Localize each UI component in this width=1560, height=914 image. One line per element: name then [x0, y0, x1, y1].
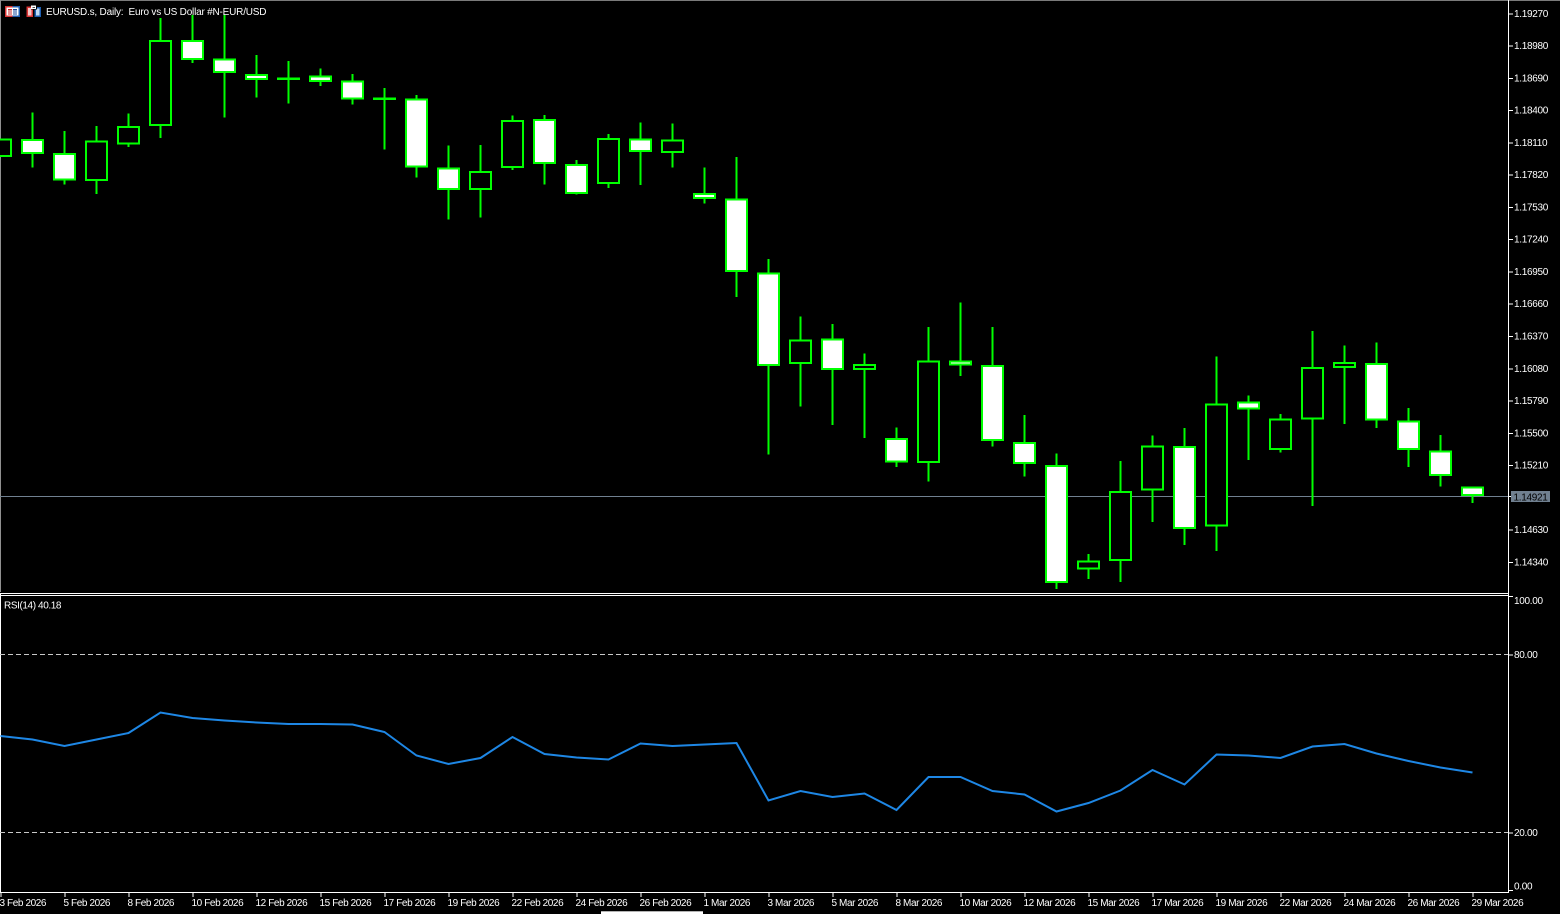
svg-text:1.19270: 1.19270 — [1514, 9, 1549, 20]
svg-text:29 Mar 2026: 29 Mar 2026 — [1472, 898, 1525, 909]
svg-text:1.16660: 1.16660 — [1514, 299, 1549, 310]
svg-text:100.00: 100.00 — [1514, 596, 1544, 607]
svg-text:1.14921: 1.14921 — [1514, 493, 1549, 504]
svg-text:EURUSD.s, Daily: Euro vs US D: EURUSD.s, Daily: Euro vs US Dollar #N-EU… — [46, 7, 266, 18]
svg-text:5 Feb 2026: 5 Feb 2026 — [64, 898, 111, 909]
svg-text:19 Mar 2026: 19 Mar 2026 — [1216, 898, 1269, 909]
svg-text:24 Feb 2026: 24 Feb 2026 — [576, 898, 629, 909]
svg-text:17 Feb 2026: 17 Feb 2026 — [384, 898, 437, 909]
svg-text:8 Feb 2026: 8 Feb 2026 — [128, 898, 175, 909]
svg-text:1.16950: 1.16950 — [1514, 267, 1549, 278]
svg-text:26 Mar 2026: 26 Mar 2026 — [1408, 898, 1461, 909]
svg-text:0.00: 0.00 — [1514, 882, 1533, 893]
svg-text:1.16080: 1.16080 — [1514, 364, 1549, 375]
svg-text:12 Feb 2026: 12 Feb 2026 — [256, 898, 309, 909]
svg-text:1.15500: 1.15500 — [1514, 428, 1549, 439]
svg-text:1.17240: 1.17240 — [1514, 235, 1549, 246]
svg-text:1.18110: 1.18110 — [1514, 138, 1548, 149]
svg-text:80.00: 80.00 — [1514, 650, 1538, 661]
svg-text:1.15790: 1.15790 — [1514, 396, 1549, 407]
svg-text:3 Feb 2026: 3 Feb 2026 — [0, 898, 47, 909]
svg-text:12 Mar 2026: 12 Mar 2026 — [1024, 898, 1077, 909]
svg-text:24 Mar 2026: 24 Mar 2026 — [1344, 898, 1397, 909]
svg-text:19 Feb 2026: 19 Feb 2026 — [448, 898, 501, 909]
svg-text:5 Mar 2026: 5 Mar 2026 — [832, 898, 879, 909]
svg-text:17 Mar 2026: 17 Mar 2026 — [1152, 898, 1205, 909]
svg-text:20.00: 20.00 — [1514, 828, 1538, 839]
svg-text:3 Mar 2026: 3 Mar 2026 — [768, 898, 815, 909]
svg-text:15 Mar 2026: 15 Mar 2026 — [1088, 898, 1141, 909]
svg-text:1.18400: 1.18400 — [1514, 106, 1549, 117]
svg-text:15 Feb 2026: 15 Feb 2026 — [320, 898, 373, 909]
svg-text:RSI(14) 40.18: RSI(14) 40.18 — [4, 601, 62, 612]
svg-text:1.15210: 1.15210 — [1514, 461, 1549, 472]
svg-text:1.18690: 1.18690 — [1514, 73, 1549, 84]
svg-text:10 Mar 2026: 10 Mar 2026 — [960, 898, 1013, 909]
svg-text:22 Feb 2026: 22 Feb 2026 — [512, 898, 565, 909]
svg-text:22 Mar 2026: 22 Mar 2026 — [1280, 898, 1333, 909]
svg-text:1 Mar 2026: 1 Mar 2026 — [704, 898, 751, 909]
svg-text:1.18980: 1.18980 — [1514, 41, 1549, 52]
svg-text:1.14630: 1.14630 — [1514, 525, 1549, 536]
svg-text:26 Feb 2026: 26 Feb 2026 — [640, 898, 693, 909]
svg-text:1.17530: 1.17530 — [1514, 202, 1549, 213]
svg-text:10 Feb 2026: 10 Feb 2026 — [192, 898, 245, 909]
svg-text:1.14340: 1.14340 — [1514, 557, 1549, 568]
svg-text:1.17820: 1.17820 — [1514, 170, 1549, 181]
svg-text:1.16370: 1.16370 — [1514, 332, 1549, 343]
svg-text:8 Mar 2026: 8 Mar 2026 — [896, 898, 943, 909]
